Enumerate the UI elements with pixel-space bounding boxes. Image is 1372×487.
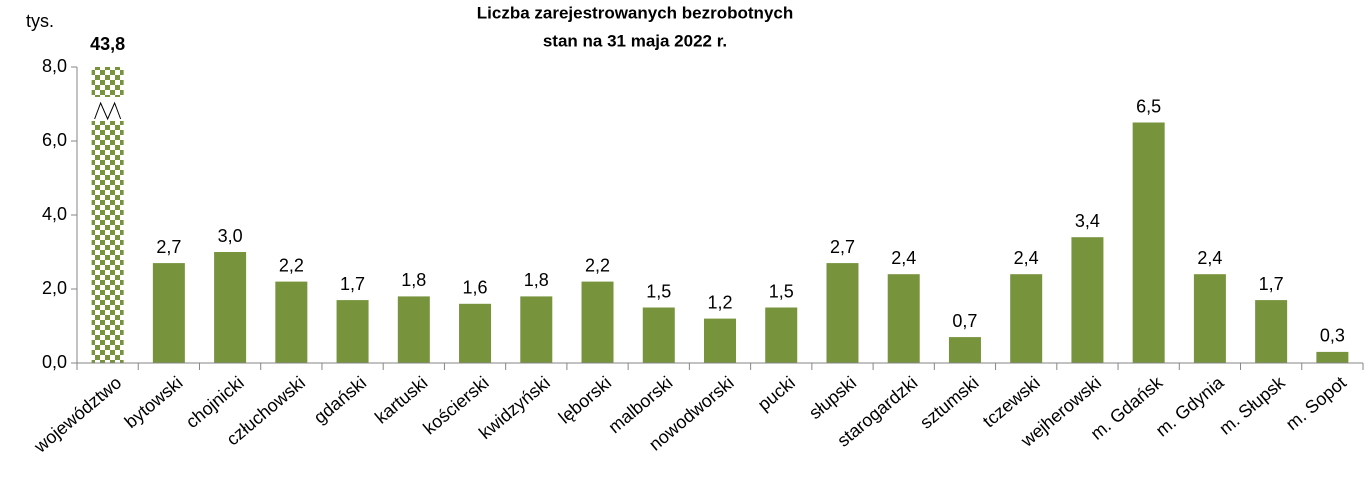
x-tick-label: gdański — [310, 372, 370, 427]
x-tick-label: m. Gdynia — [1152, 372, 1228, 441]
bar — [520, 296, 553, 363]
chart-title: Liczba zarejestrowanych bezrobotnych — [477, 3, 793, 22]
value-label: 2,4 — [1014, 248, 1039, 268]
bar — [214, 252, 247, 363]
value-label: 3,4 — [1075, 211, 1100, 231]
value-label: 1,8 — [524, 270, 549, 290]
value-label: 0,7 — [952, 311, 977, 331]
bar — [1193, 274, 1226, 363]
y-tick-label: 2,0 — [42, 278, 67, 298]
y-tick-label: 8,0 — [42, 56, 67, 76]
y-tick-label: 0,0 — [42, 352, 67, 372]
bar — [1132, 122, 1165, 363]
y-tick-label: 4,0 — [42, 204, 67, 224]
y-unit: tys. — [26, 11, 54, 31]
value-label: 43,8 — [90, 34, 125, 54]
x-tick-label: bytowski — [121, 372, 187, 432]
axis-break-mark — [94, 101, 122, 121]
bars — [91, 67, 1349, 363]
bar — [887, 274, 920, 363]
bar — [275, 281, 308, 363]
bar — [581, 281, 614, 363]
value-label: 1,7 — [340, 274, 365, 294]
bar — [1071, 237, 1104, 363]
bar — [826, 263, 859, 363]
x-tick-label: województwo — [30, 372, 126, 457]
bar — [91, 67, 124, 363]
bar — [948, 337, 981, 363]
x-tick-label: sztumski — [916, 372, 982, 432]
x-tick-label: m. Sopot — [1282, 372, 1350, 434]
value-label: 1,6 — [463, 278, 488, 298]
x-tick-label: słupski — [805, 372, 860, 423]
value-label: 6,5 — [1136, 96, 1161, 116]
value-label: 1,8 — [401, 270, 426, 290]
bar — [765, 307, 798, 363]
bar — [704, 318, 736, 363]
value-label: 1,2 — [707, 292, 732, 312]
value-label: 2,7 — [830, 237, 855, 257]
value-label: 2,4 — [891, 248, 916, 268]
bar — [1316, 351, 1349, 363]
bar — [336, 300, 369, 363]
value-label: 2,2 — [585, 255, 610, 275]
x-tick-label: kartuski — [371, 372, 431, 427]
chart-subtitle: stan na 31 maja 2022 r. — [543, 31, 727, 50]
bar — [1010, 274, 1043, 363]
bar — [642, 307, 675, 363]
value-label: 1,7 — [1259, 274, 1284, 294]
bar — [397, 296, 430, 363]
x-tick-label: pucki — [754, 372, 799, 414]
value-label: 2,2 — [279, 255, 304, 275]
value-label: 3,0 — [218, 226, 243, 246]
bar — [459, 303, 492, 363]
y-tick-label: 6,0 — [42, 130, 67, 150]
value-label: 2,4 — [1197, 248, 1222, 268]
x-tick-label: m. Słupsk — [1215, 372, 1289, 439]
value-label: 2,7 — [156, 237, 181, 257]
value-label: 0,3 — [1320, 326, 1345, 346]
value-label: 1,5 — [646, 281, 671, 301]
bar — [152, 263, 185, 363]
bar — [1255, 300, 1288, 363]
value-label: 1,5 — [769, 281, 794, 301]
